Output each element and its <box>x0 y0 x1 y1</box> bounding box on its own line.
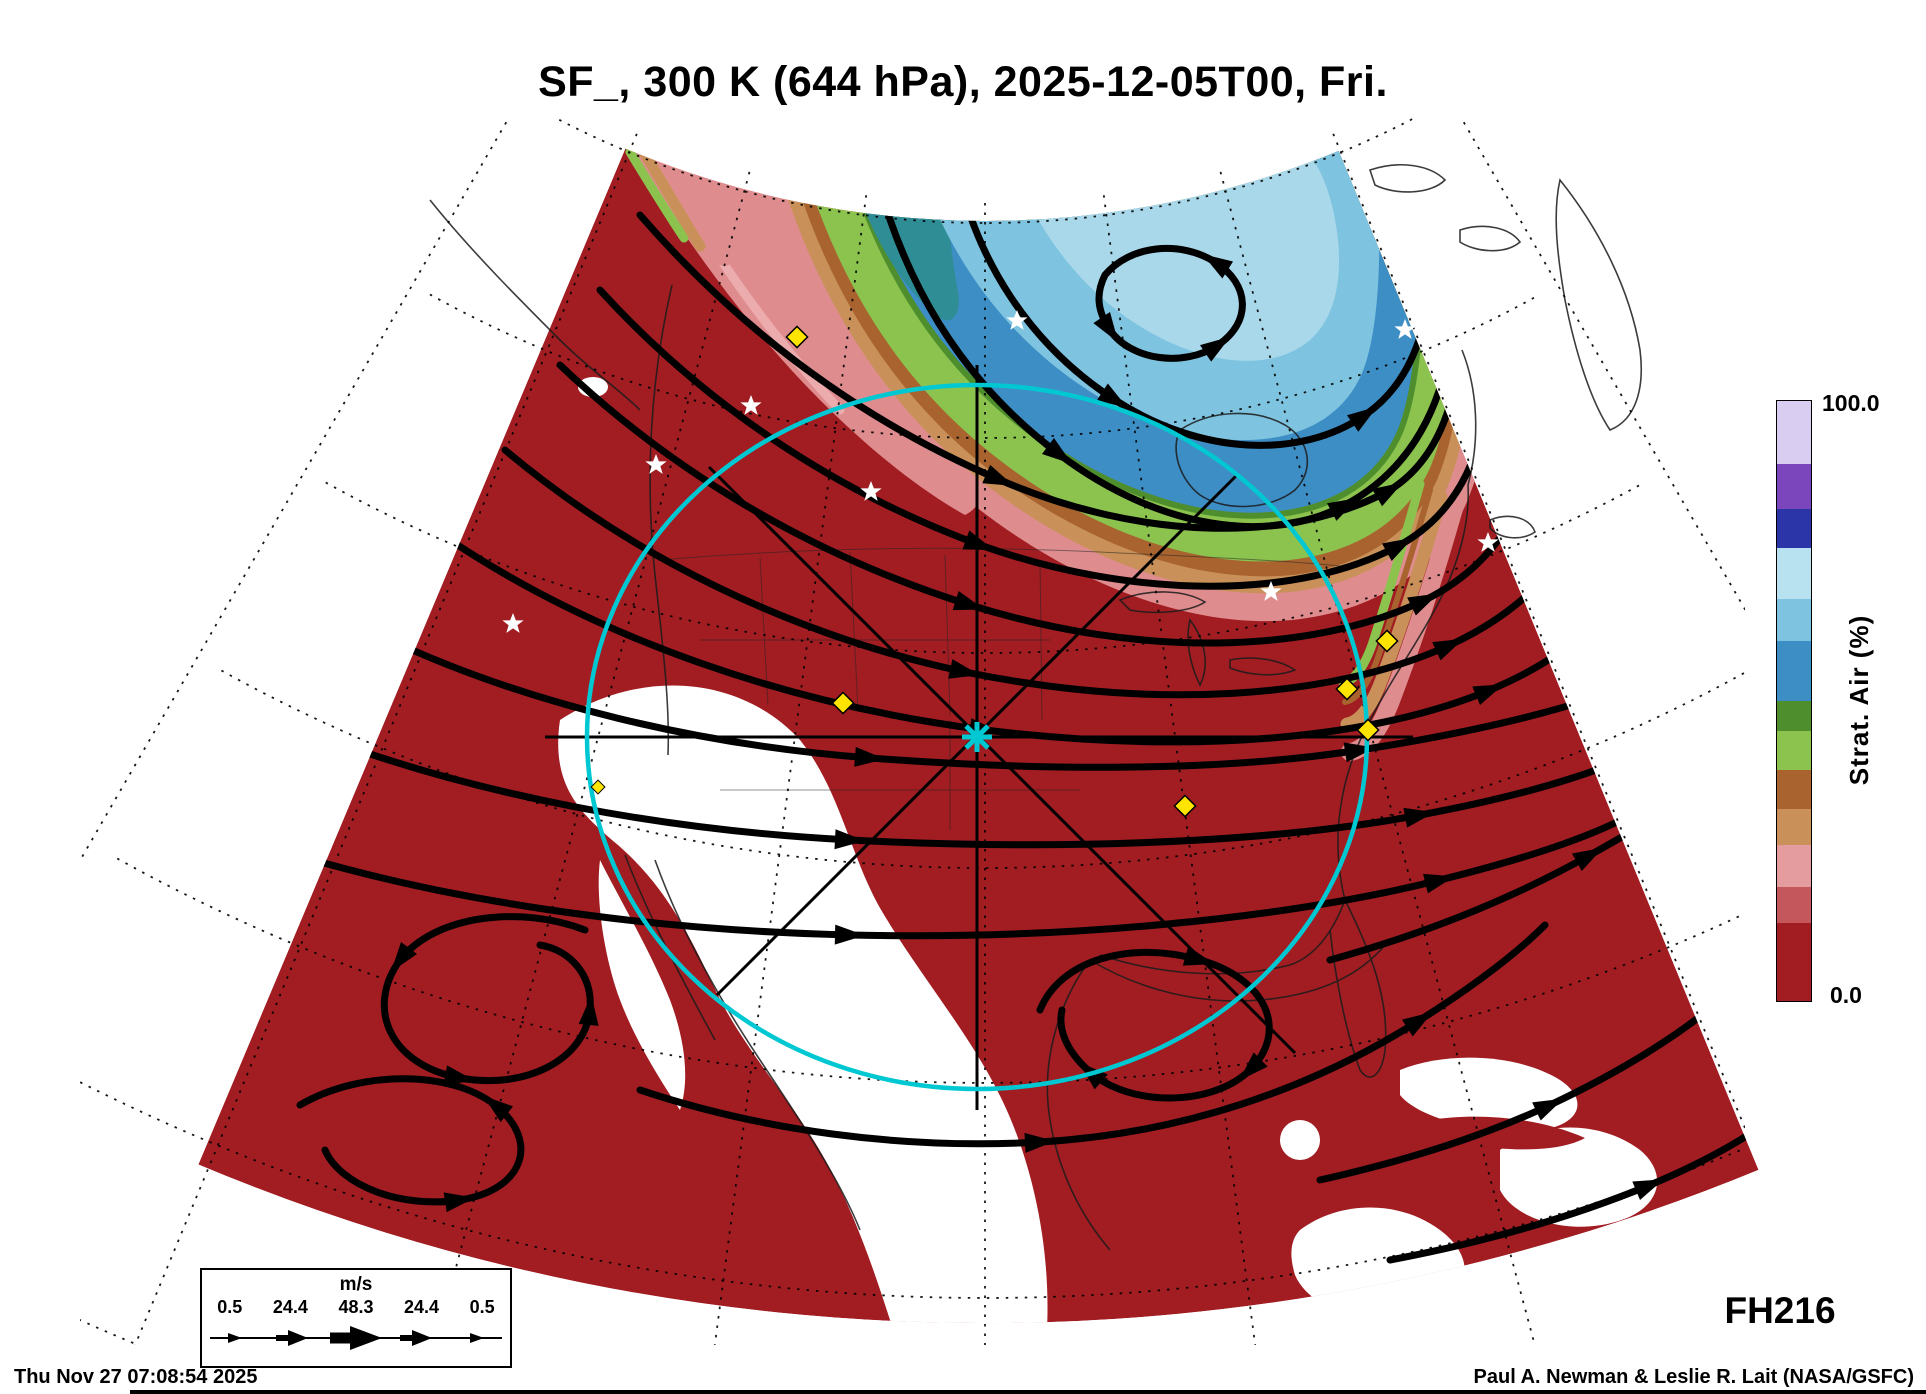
white-cutout-caribbean-2 <box>1500 1127 1658 1227</box>
wind-speed-value: 24.4 <box>272 1297 308 1317</box>
credit-line: Paul A. Newman & Leslie R. Lait (NASA/GS… <box>1473 1366 1914 1388</box>
meridian-line <box>1102 195 1257 1345</box>
streamline-jet-3 <box>556 361 1524 647</box>
wind-speed-value: 0.5 <box>469 1297 495 1317</box>
state-line-2 <box>849 551 859 711</box>
wind-arrow-medium-tail <box>276 1335 290 1341</box>
streamline-mid-2 <box>326 734 1674 850</box>
newfoundland <box>1489 515 1536 539</box>
center-star-marker <box>962 722 992 752</box>
wind-unit-label: m/s <box>339 1274 373 1295</box>
state-line-1 <box>759 557 769 706</box>
center-star-arm <box>964 724 990 750</box>
colorbar-max-label: 100.0 <box>1822 390 1880 416</box>
coast-pacific <box>649 284 673 756</box>
page-title: SF_, 300 K (644 hPa), 2025-12-05T00, Fri… <box>538 58 1388 106</box>
parallel-arc <box>220 669 1745 869</box>
streamline-se-3 <box>1386 1116 1759 1264</box>
streamline-jet-1 <box>636 211 1462 532</box>
generation-timestamp: Thu Nov 27 07:08:54 2025 <box>14 1366 258 1388</box>
white-cutout-caribbean-4 <box>1280 1120 1320 1160</box>
wind-speed-value: 48.3 <box>338 1297 374 1317</box>
wind-arrow-large <box>350 1326 382 1350</box>
streamline-se-2 <box>1316 996 1724 1184</box>
parallel-arc <box>325 481 1645 654</box>
meridian-line <box>80 118 510 863</box>
wind-arrow-medium-tail <box>400 1335 414 1341</box>
wind-speed-values: 0.5 24.4 48.3 24.4 0.5 <box>202 1297 510 1318</box>
forecast-hour-label: FH216 <box>1724 1290 1836 1331</box>
wind-arrow-scale <box>210 1326 502 1350</box>
colorbar-title: Strat. Air (%) <box>1844 614 1874 786</box>
meridian-line <box>1332 133 1745 1131</box>
wind-speed-legend: m/s 0.5 24.4 48.3 24.4 0.5 <box>200 1268 512 1368</box>
white-cutout-rockies-mexico <box>558 685 1048 1324</box>
wind-arrow-small <box>470 1333 484 1343</box>
streamline-south <box>636 921 1549 1153</box>
meridian-line <box>434 171 751 1345</box>
corner-green-sliver <box>625 148 689 243</box>
coast-alaska <box>429 199 641 411</box>
arctic-island-1 <box>1368 164 1447 193</box>
wind-speed-value: 24.4 <box>404 1297 440 1317</box>
wind-speed-value: 0.5 <box>217 1297 243 1317</box>
streamline-sw-eddy-1 <box>380 913 599 1086</box>
wind-arrow-medium <box>288 1330 308 1346</box>
arctic-island-2 <box>1459 225 1522 252</box>
wind-arrow-large-tail <box>330 1332 352 1344</box>
meridian-line <box>713 195 868 1345</box>
state-line-3 <box>944 554 951 716</box>
greenland <box>1555 178 1642 431</box>
streamline-mid-1 <box>386 636 1634 771</box>
wind-arrow-small <box>228 1333 242 1343</box>
bottom-edge-bar <box>130 1390 1926 1394</box>
streamline-sw-eddy-2 <box>296 1075 525 1213</box>
wind-arrow-medium <box>412 1330 432 1346</box>
streamline-jet-5 <box>446 536 1624 746</box>
parallel-arc <box>80 1081 1745 1299</box>
corner-tan-sliver <box>637 148 706 252</box>
colorbar-gradient <box>1776 400 1812 1002</box>
streamline-jet-2 <box>596 286 1486 590</box>
colorbar-min-label: 0.0 <box>1830 982 1862 1008</box>
streamline-mid-3 <box>276 806 1644 945</box>
